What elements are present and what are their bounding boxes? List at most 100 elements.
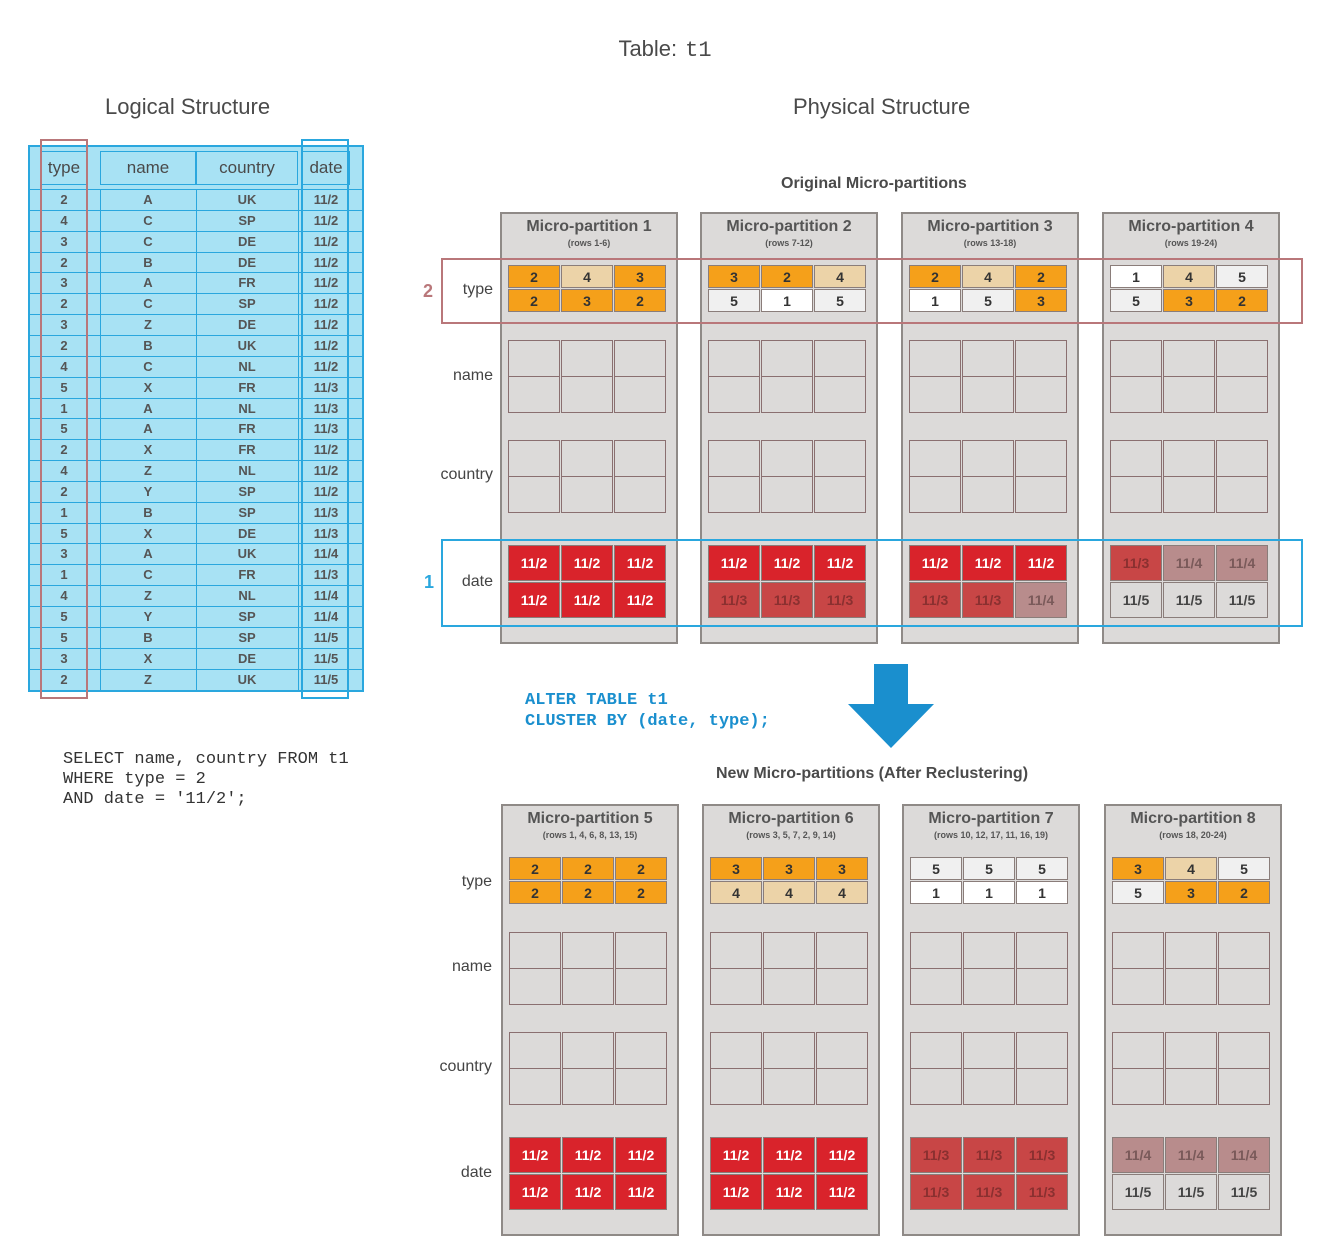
micro-partition: Micro-partition 5 (rows 1, 4, 6, 8, 13, 1… bbox=[501, 804, 679, 1236]
table-cell: 11/4 bbox=[313, 609, 339, 624]
table-cell: A bbox=[143, 421, 153, 437]
type-value-cell: 5 bbox=[1112, 881, 1164, 904]
date-value-cell: 11/4 bbox=[1015, 582, 1067, 618]
date-value-cell: 11/2 bbox=[909, 545, 961, 581]
table-cell: C bbox=[143, 296, 153, 312]
table-row: 4 Z NL 11/2 bbox=[30, 460, 362, 481]
table-row: 5 X FR 11/3 bbox=[30, 376, 362, 398]
country-blank-cell bbox=[508, 476, 560, 513]
name-blank-cell bbox=[962, 340, 1014, 377]
micro-partition: Micro-partition 1 (rows 1-6) 2 4 3 2 3 2 11/2 11/… bbox=[500, 212, 678, 644]
country-blank-cell bbox=[910, 1068, 962, 1105]
row-label-name: name bbox=[451, 958, 492, 975]
table-row: 3 A FR 11/2 bbox=[30, 272, 362, 293]
country-blank-cell bbox=[763, 1068, 815, 1105]
type-value-cell: 4 bbox=[763, 881, 815, 904]
type-value-cell: 5 bbox=[1016, 857, 1068, 880]
partition-rows: (rows 19-24) bbox=[1164, 238, 1218, 248]
table-cell: SP bbox=[238, 609, 256, 624]
date-value-cell: 11/2 bbox=[509, 1137, 561, 1173]
country-blank-cell bbox=[1163, 476, 1215, 513]
table-cell: FR bbox=[238, 442, 256, 458]
table-row: 3 C DE 11/2 bbox=[30, 230, 362, 252]
type-value-cell: 4 bbox=[814, 265, 866, 288]
country-blank-cell bbox=[1016, 1032, 1068, 1069]
name-blank-cell bbox=[1218, 932, 1270, 969]
table-title-label: Table: bbox=[618, 36, 678, 61]
name-blank-cell bbox=[710, 968, 762, 1005]
type-value-cell: 5 bbox=[963, 857, 1015, 880]
table-cell: 11/3 bbox=[313, 400, 339, 416]
table-cell: 4 bbox=[60, 358, 68, 374]
type-value-cell: 4 bbox=[561, 265, 613, 288]
partition-rows: (rows 1, 4, 6, 8, 13, 15) bbox=[542, 830, 638, 840]
table-cell: DE bbox=[237, 525, 257, 541]
date-value-cell: 11/2 bbox=[561, 582, 613, 618]
name-blank-cell bbox=[1016, 932, 1068, 969]
country-blank-cell bbox=[816, 1032, 868, 1069]
date-value-cell: 11/2 bbox=[562, 1174, 614, 1210]
table-cell: 11/2 bbox=[313, 192, 339, 207]
micro-partition: Micro-partition 6 (rows 3, 5, 7, 2, 9, 14… bbox=[702, 804, 880, 1236]
date-value-cell: 11/2 bbox=[614, 545, 666, 581]
name-blank-cell bbox=[816, 932, 868, 969]
type-value-cell: 2 bbox=[509, 857, 561, 880]
table-cell: FR bbox=[238, 567, 256, 583]
partition-rows: (rows 3, 5, 7, 2, 9, 14) bbox=[746, 830, 836, 840]
name-blank-cell bbox=[710, 932, 762, 969]
type-value-cell: 2 bbox=[761, 265, 813, 288]
type-value-cell: 4 bbox=[816, 881, 868, 904]
table-cell: NL bbox=[238, 358, 256, 374]
type-value-cell: 1 bbox=[909, 289, 961, 312]
date-value-cell: 11/2 bbox=[962, 545, 1014, 581]
partition-title: Micro-partition 5 bbox=[527, 810, 653, 827]
type-value-cell: 4 bbox=[1165, 857, 1217, 880]
table-cell: 11/2 bbox=[313, 463, 339, 479]
date-value-cell: 11/2 bbox=[561, 545, 613, 581]
date-value-cell: 11/4 bbox=[1216, 545, 1268, 581]
table-cell: 11/3 bbox=[313, 525, 339, 541]
type-value-cell: 2 bbox=[614, 289, 666, 312]
partition-title: Micro-partition 6 bbox=[728, 810, 854, 827]
table-cell: 11/2 bbox=[313, 483, 339, 499]
name-blank-cell bbox=[963, 932, 1015, 969]
date-value-cell: 11/3 bbox=[910, 1174, 962, 1210]
name-blank-cell bbox=[1110, 340, 1162, 377]
query-text: SELECT name, country FROM t1 WHERE type … bbox=[63, 750, 349, 809]
table-cell: DE bbox=[237, 650, 257, 666]
down-arrow-icon bbox=[848, 664, 934, 748]
country-blank-cell bbox=[909, 440, 961, 477]
table-cell: 11/2 bbox=[313, 317, 339, 333]
table-row: 3 X DE 11/5 bbox=[30, 647, 362, 669]
date-value-cell: 11/3 bbox=[910, 1137, 962, 1173]
date-value-cell: 11/2 bbox=[763, 1137, 815, 1173]
table-cell: SP bbox=[238, 296, 256, 312]
row-label-name: name bbox=[452, 367, 493, 384]
partition-title: Micro-partition 7 bbox=[928, 810, 1054, 827]
country-blank-cell bbox=[1218, 1068, 1270, 1105]
partition-rows: (rows 1-6) bbox=[567, 238, 611, 248]
table-cell: 3 bbox=[60, 317, 68, 333]
date-value-cell: 11/2 bbox=[508, 545, 560, 581]
name-blank-cell bbox=[1163, 340, 1215, 377]
name-blank-cell bbox=[1218, 968, 1270, 1005]
country-blank-cell bbox=[1216, 440, 1268, 477]
date-value-cell: 11/5 bbox=[1165, 1174, 1217, 1210]
table-cell: 5 bbox=[60, 379, 68, 395]
name-blank-cell bbox=[763, 968, 815, 1005]
header-type: type bbox=[40, 151, 88, 185]
country-blank-cell bbox=[1218, 1032, 1270, 1069]
date-value-cell: 11/3 bbox=[963, 1137, 1015, 1173]
date-value-cell: 11/3 bbox=[909, 582, 961, 618]
table-cell: SP bbox=[238, 212, 256, 228]
country-blank-cell bbox=[1110, 476, 1162, 513]
table-row: 2 B UK 11/2 bbox=[30, 334, 362, 356]
table-cell: 11/2 bbox=[313, 212, 339, 228]
table-row: 4 Z NL 11/4 bbox=[30, 585, 362, 606]
table-cell: X bbox=[143, 525, 153, 541]
country-blank-cell bbox=[909, 476, 961, 513]
type-value-cell: 3 bbox=[1163, 289, 1215, 312]
country-blank-cell bbox=[1112, 1068, 1164, 1105]
name-blank-cell bbox=[1165, 968, 1217, 1005]
name-blank-cell bbox=[561, 376, 613, 413]
